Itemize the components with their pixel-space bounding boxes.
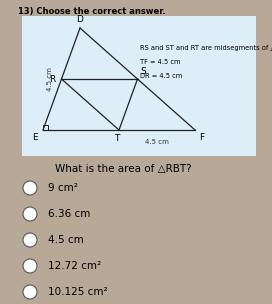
- Circle shape: [23, 181, 37, 195]
- Text: T: T: [114, 134, 120, 143]
- Text: TF = 4.5 cm: TF = 4.5 cm: [140, 59, 181, 65]
- Text: 4.5 cm: 4.5 cm: [48, 235, 84, 245]
- Text: R: R: [49, 74, 55, 84]
- Text: 4.5 cm: 4.5 cm: [47, 67, 52, 91]
- Bar: [22, 16, 256, 156]
- Circle shape: [23, 259, 37, 273]
- Text: 9 cm²: 9 cm²: [48, 183, 78, 193]
- Text: S: S: [141, 67, 146, 76]
- Text: DR = 4.5 cm: DR = 4.5 cm: [140, 73, 182, 79]
- Circle shape: [23, 233, 37, 247]
- Text: 4.5 cm: 4.5 cm: [145, 139, 169, 145]
- Text: 6.36 cm: 6.36 cm: [48, 209, 90, 219]
- Text: 12.72 cm²: 12.72 cm²: [48, 261, 101, 271]
- Text: 10.125 cm²: 10.125 cm²: [48, 287, 108, 297]
- Text: D: D: [76, 15, 84, 24]
- Text: E: E: [32, 133, 38, 142]
- Text: F: F: [199, 133, 204, 142]
- Circle shape: [23, 285, 37, 299]
- Text: What is the area of △RBT?: What is the area of △RBT?: [55, 164, 192, 174]
- Bar: [43, 125, 48, 130]
- Text: 13) Choose the correct answer.: 13) Choose the correct answer.: [18, 7, 165, 16]
- Text: RS and ST and RT are midsegments of △DEF,: RS and ST and RT are midsegments of △DEF…: [140, 45, 272, 51]
- Circle shape: [23, 207, 37, 221]
